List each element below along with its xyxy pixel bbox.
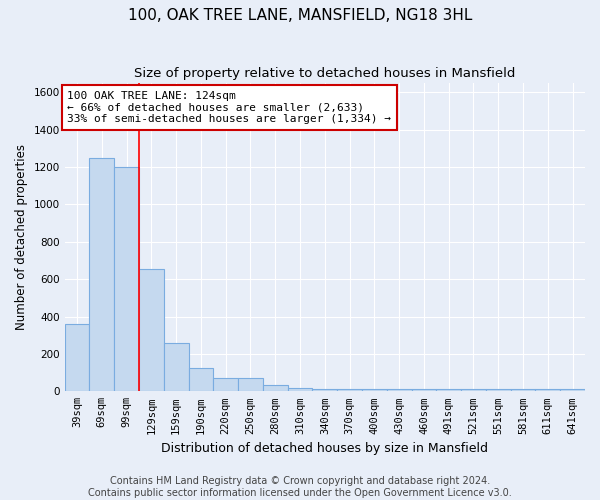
Bar (214, 378, 238, 392)
Bar (188, 368, 214, 392)
Bar (535, 390, 560, 392)
Bar (313, 389, 337, 392)
Bar (164, 342, 188, 392)
Bar (412, 390, 436, 392)
Bar (89, 158, 114, 392)
Bar (387, 390, 412, 392)
Bar (486, 390, 511, 392)
Bar (263, 385, 287, 392)
Bar (560, 389, 585, 392)
Bar (139, 269, 164, 392)
Title: Size of property relative to detached houses in Mansfield: Size of property relative to detached ho… (134, 68, 515, 80)
Bar (337, 389, 362, 392)
Bar (436, 390, 461, 392)
Bar (65, 324, 89, 392)
Text: 100 OAK TREE LANE: 124sqm
← 66% of detached houses are smaller (2,633)
33% of se: 100 OAK TREE LANE: 124sqm ← 66% of detac… (67, 91, 391, 124)
Text: 100, OAK TREE LANE, MANSFIELD, NG18 3HL: 100, OAK TREE LANE, MANSFIELD, NG18 3HL (128, 8, 472, 22)
Bar (461, 390, 486, 392)
Y-axis label: Number of detached properties: Number of detached properties (15, 144, 28, 330)
Bar (238, 378, 263, 392)
Bar (287, 388, 313, 392)
Text: Contains HM Land Registry data © Crown copyright and database right 2024.
Contai: Contains HM Land Registry data © Crown c… (88, 476, 512, 498)
Bar (362, 390, 387, 392)
X-axis label: Distribution of detached houses by size in Mansfield: Distribution of detached houses by size … (161, 442, 488, 455)
Bar (114, 167, 139, 392)
Bar (511, 390, 535, 392)
